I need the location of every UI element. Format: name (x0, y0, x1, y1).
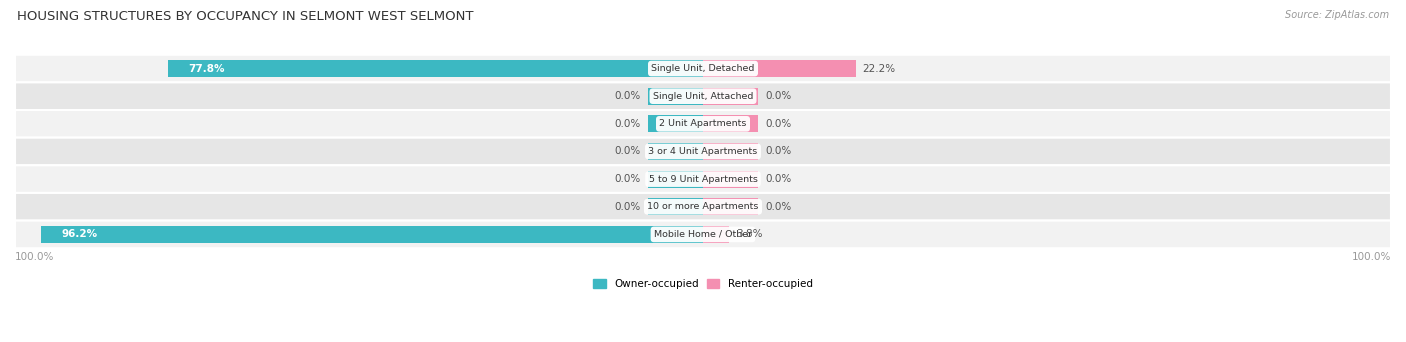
Text: Single Unit, Detached: Single Unit, Detached (651, 64, 755, 73)
Bar (648, 88, 703, 105)
Text: 3 or 4 Unit Apartments: 3 or 4 Unit Apartments (648, 147, 758, 156)
Bar (648, 115, 703, 132)
FancyBboxPatch shape (15, 193, 1391, 221)
Text: 3.8%: 3.8% (735, 229, 762, 239)
Bar (648, 143, 703, 160)
Text: 22.2%: 22.2% (863, 64, 896, 74)
Bar (703, 88, 758, 105)
FancyBboxPatch shape (15, 138, 1391, 165)
Legend: Owner-occupied, Renter-occupied: Owner-occupied, Renter-occupied (589, 275, 817, 293)
Text: 77.8%: 77.8% (188, 64, 225, 74)
Text: Source: ZipAtlas.com: Source: ZipAtlas.com (1285, 10, 1389, 20)
Text: 0.0%: 0.0% (765, 91, 792, 101)
Bar (703, 198, 758, 215)
Bar (703, 143, 758, 160)
Text: 0.0%: 0.0% (765, 202, 792, 212)
Text: 10 or more Apartments: 10 or more Apartments (647, 202, 759, 211)
Text: 100.0%: 100.0% (1351, 252, 1391, 262)
Bar (703, 60, 856, 77)
Text: 5 to 9 Unit Apartments: 5 to 9 Unit Apartments (648, 175, 758, 184)
Text: Single Unit, Attached: Single Unit, Attached (652, 92, 754, 101)
Text: 0.0%: 0.0% (614, 146, 641, 157)
Text: Mobile Home / Other: Mobile Home / Other (654, 230, 752, 239)
FancyBboxPatch shape (15, 221, 1391, 248)
Text: 0.0%: 0.0% (614, 202, 641, 212)
Bar (648, 171, 703, 188)
Text: 0.0%: 0.0% (614, 119, 641, 129)
Text: 100.0%: 100.0% (15, 252, 55, 262)
Text: 0.0%: 0.0% (765, 174, 792, 184)
Bar (703, 171, 758, 188)
Bar (167, 60, 703, 77)
Bar (648, 198, 703, 215)
Text: 0.0%: 0.0% (614, 174, 641, 184)
FancyBboxPatch shape (15, 82, 1391, 110)
Bar (703, 115, 758, 132)
Bar (41, 226, 703, 243)
FancyBboxPatch shape (15, 165, 1391, 193)
Text: 0.0%: 0.0% (765, 146, 792, 157)
FancyBboxPatch shape (15, 110, 1391, 138)
FancyBboxPatch shape (15, 55, 1391, 82)
Text: 2 Unit Apartments: 2 Unit Apartments (659, 119, 747, 128)
Text: 0.0%: 0.0% (614, 91, 641, 101)
Text: HOUSING STRUCTURES BY OCCUPANCY IN SELMONT WEST SELMONT: HOUSING STRUCTURES BY OCCUPANCY IN SELMO… (17, 10, 474, 23)
Bar (703, 226, 730, 243)
Text: 96.2%: 96.2% (62, 229, 98, 239)
Text: 0.0%: 0.0% (765, 119, 792, 129)
